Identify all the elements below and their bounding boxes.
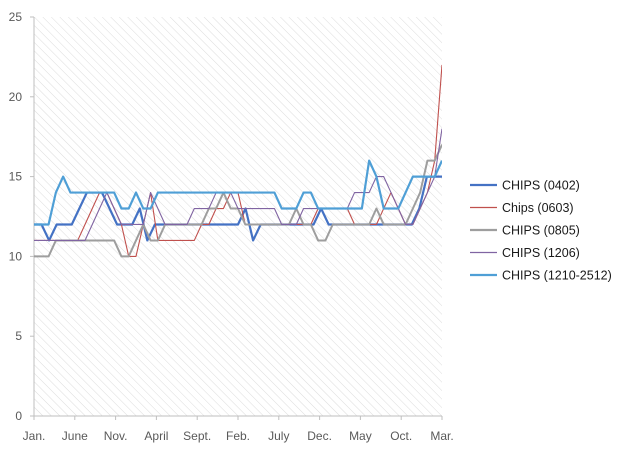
- y-tick-label: 5: [15, 329, 22, 343]
- x-tick-label: June: [62, 429, 88, 443]
- series-lines: [34, 64, 442, 258]
- x-axis: Jan. June Nov. April Sept. Feb. July Dec. May Oct…: [23, 415, 454, 443]
- series-line-3: [34, 128, 442, 241]
- x-tick-label: July: [268, 429, 289, 443]
- x-tick-label: Sept.: [183, 429, 211, 443]
- legend: CHIPS (0402) Chips (0603) CHIPS (0805) CHIP…: [470, 179, 612, 283]
- y-tick-label: 0: [15, 409, 22, 423]
- legend-label-1: Chips (0603): [502, 201, 574, 215]
- x-tick-label: Dec.: [307, 429, 332, 443]
- legend-label-2: CHIPS (0805): [502, 224, 580, 238]
- y-tick-label: 10: [9, 249, 23, 263]
- x-tick-label: May: [349, 429, 372, 443]
- legend-label-0: CHIPS (0402): [502, 179, 580, 193]
- y-tick-label: 15: [9, 170, 23, 184]
- x-tick-label: Oct.: [390, 429, 412, 443]
- y-tick-label: 20: [9, 90, 23, 104]
- plot-area: [34, 17, 442, 416]
- x-tick-label: Feb.: [226, 429, 250, 443]
- x-tick-label: Nov.: [104, 429, 128, 443]
- series-line-4: [34, 159, 442, 226]
- x-tick-label: Mar.: [430, 429, 453, 443]
- y-axis: 0 5 10 15 20 25: [9, 10, 35, 423]
- legend-label-4: CHIPS (1210-2512): [502, 269, 612, 283]
- x-tick-label: April: [144, 429, 168, 443]
- legend-label-3: CHIPS (1206): [502, 246, 580, 260]
- x-tick-label: Jan.: [23, 429, 46, 443]
- y-tick-label: 25: [9, 10, 23, 24]
